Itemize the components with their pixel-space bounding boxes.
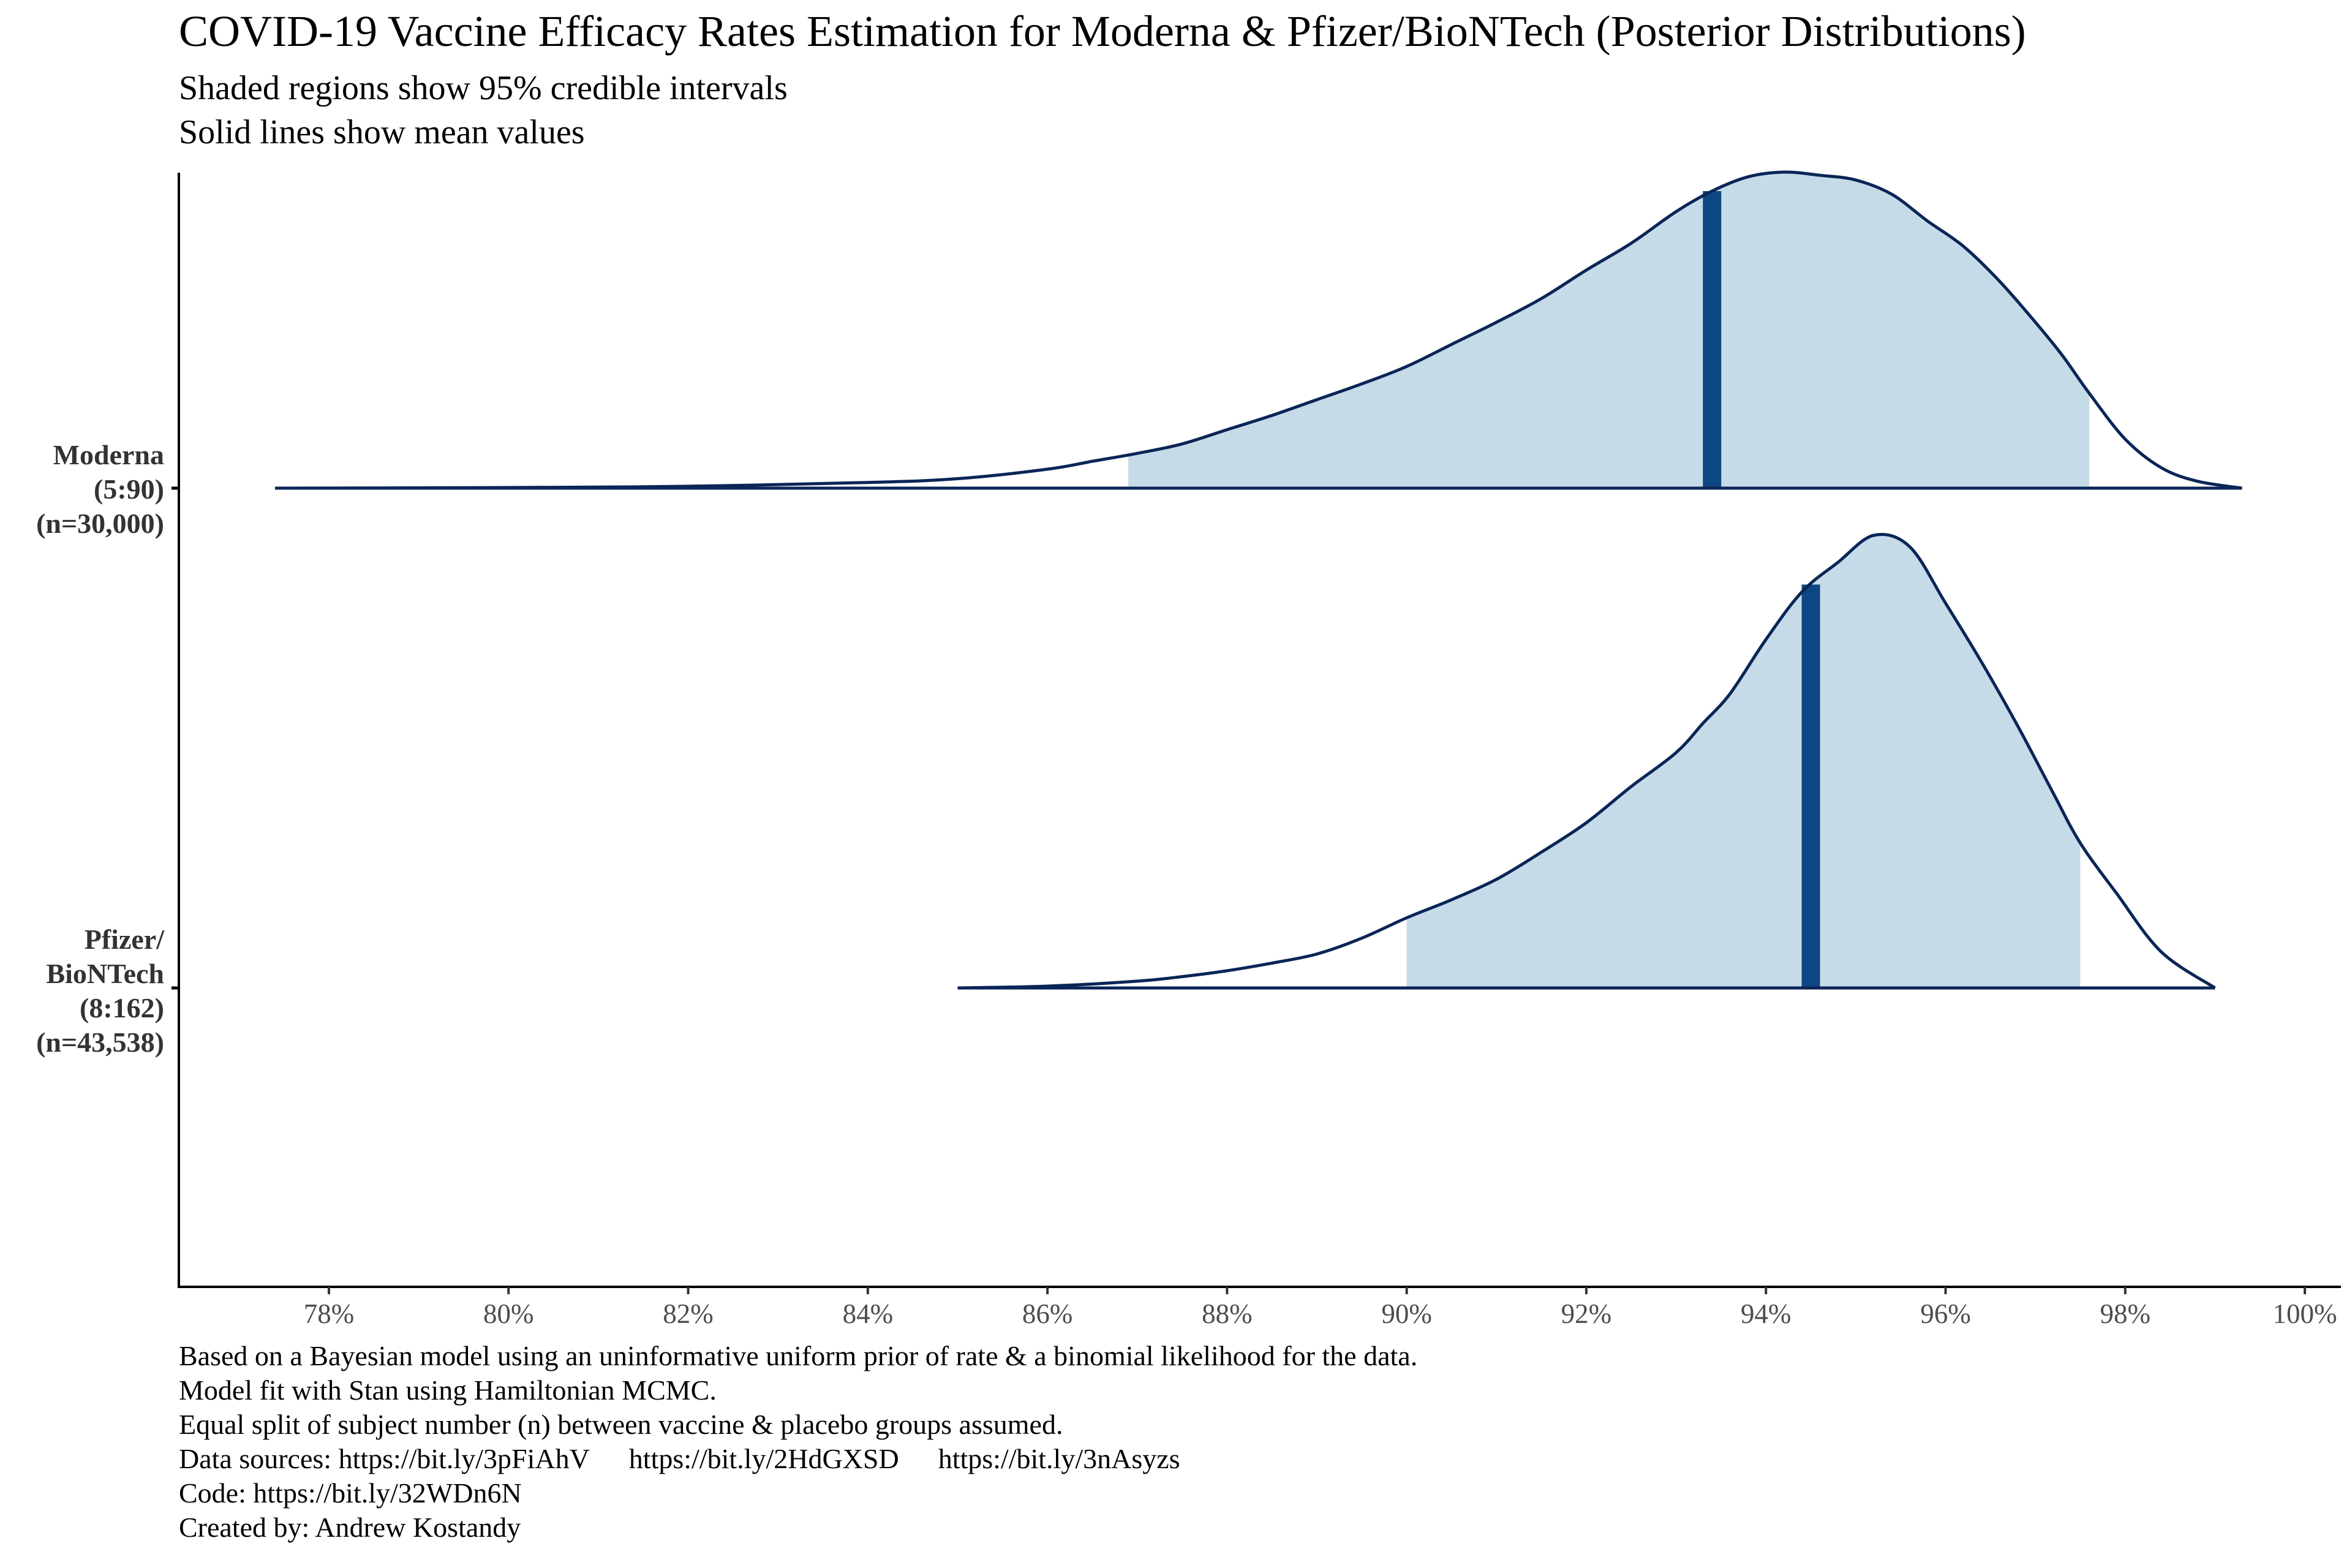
y-axis-ticks: Moderna(5:90)(n=30,000) Pfizer/BioNTech(8… [36,439,179,1058]
x-tick-label: 82% [663,1298,714,1329]
density-curve [274,170,2242,490]
x-tick-label: 90% [1381,1298,1432,1329]
ridge-moderna [274,170,2242,490]
chart-subtitle: Shaded regions show 95% credible interva… [179,66,788,154]
code-link-line[interactable]: Code: https://bit.ly/32WDn6N [179,1477,522,1509]
x-tick-label: 88% [1202,1298,1253,1329]
x-axis-ticks: 78% 80% 82% 84% 86% 88% 90% 92% 94% 96% 98% 100% [304,1287,2337,1329]
y-tick-label: (8:162) [80,992,164,1023]
caption-line-1: Based on a Bayesian model using an uninf… [179,1340,1418,1371]
x-tick-label: 84% [843,1298,894,1329]
x-tick-label: 100% [2273,1298,2337,1329]
y-tick-label: (5:90) [94,473,164,505]
x-tick-label: 80% [483,1298,534,1329]
x-tick-label: 94% [1741,1298,1792,1329]
y-tick-label: (n=30,000) [36,508,164,539]
data-source-link-3[interactable]: https://bit.ly/3nAsyzs [938,1443,1180,1474]
subtitle-line-2: Solid lines show mean values [179,113,585,151]
x-tick-label: 78% [304,1298,355,1329]
ridge-pfizer-biontech [957,532,2216,990]
x-tick-label: 86% [1022,1298,1073,1329]
credible-interval-area [1128,172,2090,488]
caption-line-3: Equal split of subject number (n) betwee… [179,1409,1063,1440]
x-tick-label: 98% [2100,1298,2150,1329]
data-sources-line: Data sources: https://bit.ly/3pFiAhV http… [179,1442,1417,1476]
subtitle-line-1: Shaded regions show 95% credible interva… [179,69,788,107]
y-tick-label: Pfizer/ [85,924,165,955]
caption-line-2: Model fit with Stan using Hamiltonian MC… [179,1374,717,1406]
y-tick-label: (n=43,538) [36,1027,164,1058]
data-source-link-2[interactable]: https://bit.ly/2HdGXSD [628,1443,899,1474]
data-source-link-1[interactable]: Data sources: https://bit.ly/3pFiAhV [179,1443,590,1474]
x-tick-label: 92% [1561,1298,1612,1329]
credit-line: Created by: Andrew Kostandy [179,1512,521,1543]
chart-title: COVID-19 Vaccine Efficacy Rates Estimati… [179,7,2026,56]
ridges-layer [274,170,2242,990]
y-tick-label: Moderna [53,439,164,470]
x-tick-label: 96% [1920,1298,1971,1329]
y-tick-label: BioNTech [46,958,164,989]
credible-interval-area [1406,534,2081,988]
density-curve [957,532,2216,990]
caption: Based on a Bayesian model using an uninf… [179,1339,1417,1545]
